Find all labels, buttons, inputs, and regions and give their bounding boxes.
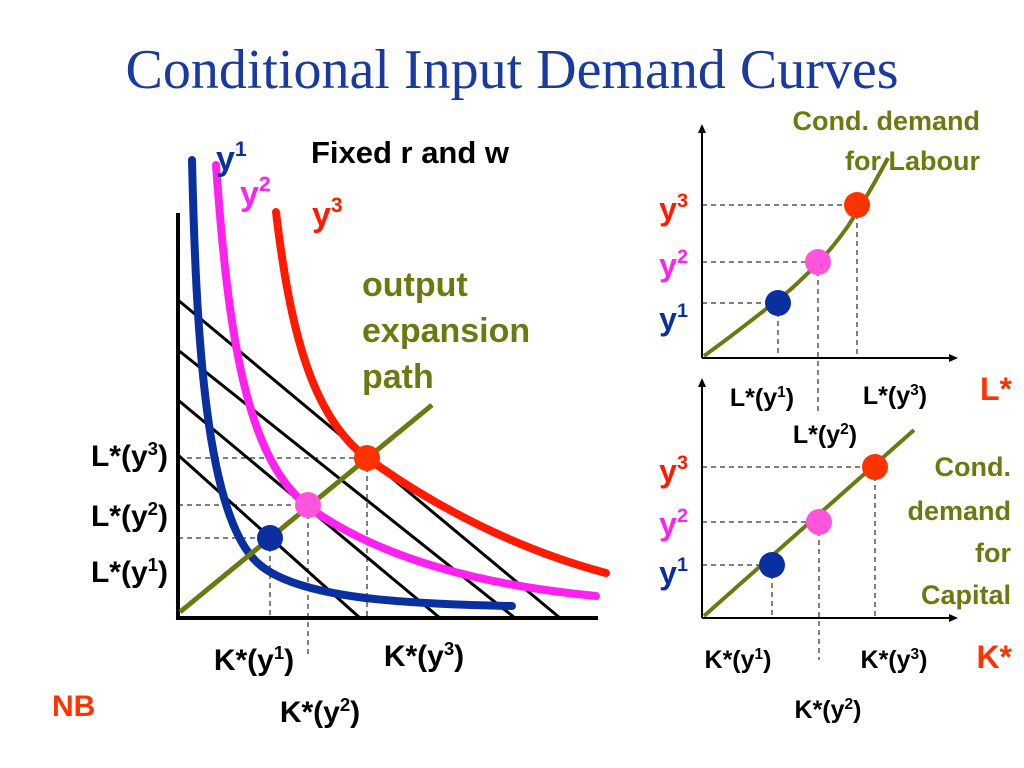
capital-point-y1 xyxy=(759,552,785,578)
svg-text:for: for xyxy=(975,538,1011,568)
svg-text:Cond. demand: Cond. demand xyxy=(793,106,981,136)
left-l-tick-y2: L*(y2) xyxy=(91,498,168,533)
left-l-tick-y1: L*(y1) xyxy=(91,554,168,589)
isoquant-y2-label: y2 xyxy=(240,173,271,213)
svg-text:expansion: expansion xyxy=(362,312,530,350)
left-k-tick-y3: K*(y3) xyxy=(384,638,464,673)
capital-dashed-guides xyxy=(702,466,876,660)
isoquant-y1-curve xyxy=(188,156,516,610)
slide-title: Conditional Input Demand Curves xyxy=(125,39,898,101)
labour-point-y1 xyxy=(765,290,791,316)
tangency-point-y1 xyxy=(257,525,283,551)
isoquant-y1-label: y1 xyxy=(216,138,247,178)
labour-axis-label: L* xyxy=(980,371,1013,407)
nb-label: NB xyxy=(52,690,95,723)
svg-text:Capital: Capital xyxy=(921,580,1011,610)
capital-demand-chart: Cond. demand for Capital y3 y2 y1 K*(y1)… xyxy=(659,378,1013,724)
capital-level-y1: y1 xyxy=(659,554,688,591)
capital-x-tick-y2: K*(y2) xyxy=(795,696,862,724)
left-dashed-guides xyxy=(178,457,368,655)
labour-caption: Cond. demand for Labour xyxy=(793,106,981,176)
svg-text:Cond.: Cond. xyxy=(935,452,1011,482)
tangency-point-y2 xyxy=(295,492,321,518)
fixed-prices-label: Fixed r and w xyxy=(311,135,510,170)
left-l-tick-y3: L*(y3) xyxy=(91,438,168,473)
labour-x-tick-y1: L*(y1) xyxy=(730,384,794,412)
svg-text:demand: demand xyxy=(907,496,1011,526)
svg-text:path: path xyxy=(362,358,434,396)
labour-x-tick-y2: L*(y2) xyxy=(793,421,857,449)
tangency-point-y3 xyxy=(354,445,380,471)
capital-point-y3 xyxy=(862,454,888,480)
left-k-tick-y1: K*(y1) xyxy=(214,642,294,677)
capital-level-y3: y3 xyxy=(659,452,688,489)
capital-point-y2 xyxy=(806,509,832,535)
capital-x-tick-y3: K*(y3) xyxy=(861,646,928,674)
capital-axis-label: K* xyxy=(976,639,1012,675)
capital-level-y2: y2 xyxy=(659,505,688,542)
labour-demand-chart: Cond. demand for Labour y3 y2 y1 L*(y1) … xyxy=(659,106,1012,449)
capital-x-tick-y1: K*(y1) xyxy=(705,646,772,674)
labour-level-y2: y2 xyxy=(659,246,688,283)
labour-level-y1: y1 xyxy=(659,300,688,337)
labour-x-tick-y3: L*(y3) xyxy=(863,382,927,410)
svg-text:output: output xyxy=(362,266,468,304)
labour-point-y3 xyxy=(844,192,870,218)
isoquant-y3-label: y3 xyxy=(312,194,343,234)
labour-level-y3: y3 xyxy=(659,190,688,227)
output-expansion-path-label: output expansion path xyxy=(362,266,530,396)
left-k-tick-y2: K*(y2) xyxy=(280,694,360,729)
labour-demand-curve xyxy=(702,157,890,358)
svg-text:for Labour: for Labour xyxy=(845,146,980,176)
labour-point-y2 xyxy=(805,249,831,275)
isoquant-diagram: Fixed r and w y1 y2 y3 output expansion … xyxy=(52,135,610,729)
capital-caption: Cond. demand for Capital xyxy=(907,452,1011,610)
